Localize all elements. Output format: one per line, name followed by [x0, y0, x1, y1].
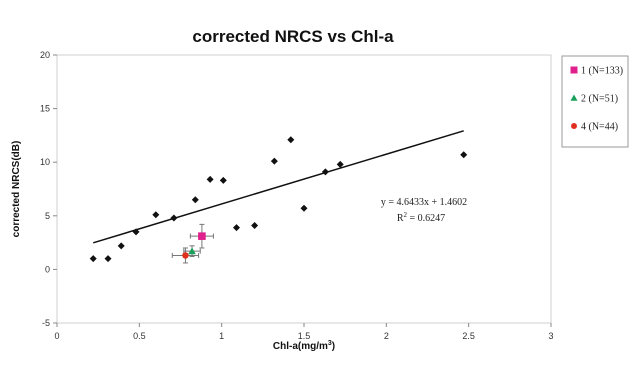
- x-tick-label: 1: [219, 331, 224, 341]
- x-tick-label: 2.5: [462, 331, 475, 341]
- x-tick-label: 0: [54, 331, 59, 341]
- series-marker: [188, 247, 196, 255]
- x-tick-label: 3: [548, 331, 553, 341]
- data-point: [251, 221, 259, 229]
- x-axis-label-main: Chl-a(mg/m: [273, 341, 328, 352]
- data-point: [287, 136, 295, 144]
- legend-label: 1 (N=133): [581, 66, 623, 77]
- trendline-r-squared: R2 = 0.6247: [397, 211, 445, 224]
- x-tick-label: 2: [384, 331, 389, 341]
- legend-label: 4 (N=44): [581, 122, 618, 133]
- plot-area: [56, 54, 552, 324]
- legend-marker: [570, 66, 578, 74]
- series-marker: [182, 252, 189, 259]
- data-points: [89, 136, 468, 263]
- x-axis-label: Chl-a(mg/m3): [273, 340, 335, 352]
- r-squared-prefix: R: [397, 213, 404, 224]
- r-squared-superscript: 2: [404, 211, 408, 219]
- y-tick-label: -5: [42, 318, 50, 328]
- legend-marker: [570, 94, 578, 101]
- data-point: [336, 160, 344, 168]
- chart-title: corrected NRCS vs Chl-a: [192, 27, 394, 46]
- data-point: [132, 228, 140, 236]
- data-point: [300, 204, 308, 212]
- data-point: [104, 255, 112, 263]
- y-axis-label: corrected NRCS(dB): [11, 141, 22, 238]
- x-tick-label: 0.5: [133, 331, 146, 341]
- x-axis-label-close: ): [332, 341, 335, 352]
- legend-label: 2 (N=51): [581, 94, 618, 105]
- data-point: [117, 242, 125, 250]
- legend-marker: [571, 123, 577, 129]
- legend: 1 (N=133) 2 (N=51) 4 (N=44): [570, 66, 623, 133]
- y-tick-label: 10: [40, 157, 50, 167]
- trendline: [93, 130, 464, 244]
- data-point: [321, 168, 329, 176]
- y-tick-label: 20: [40, 50, 50, 60]
- y-tick-label: 0: [45, 264, 50, 274]
- y-tick-label: 15: [40, 104, 50, 114]
- series-marker: [198, 232, 206, 240]
- r-squared-value: = 0.6247: [407, 213, 445, 224]
- data-point: [170, 214, 178, 222]
- x-tick-label: 1.5: [298, 331, 311, 341]
- data-point: [232, 224, 240, 232]
- x-axis: 0 0.5 1 1.5 2 2.5 3: [54, 323, 554, 341]
- data-point: [219, 176, 227, 184]
- trendline-equation: y = 4.6433x + 1.4602: [381, 197, 467, 208]
- data-point: [89, 255, 97, 263]
- data-point: [152, 211, 160, 219]
- data-point: [270, 157, 278, 165]
- trendline-group: [93, 130, 464, 244]
- data-point: [191, 196, 199, 204]
- data-point: [460, 151, 468, 159]
- series-markers: [171, 223, 214, 264]
- x-axis-label-superscript: 3: [328, 340, 332, 347]
- y-tick-label: 5: [45, 211, 50, 221]
- y-axis: -5 0 5 10 15 20: [40, 50, 57, 328]
- data-point: [206, 175, 214, 183]
